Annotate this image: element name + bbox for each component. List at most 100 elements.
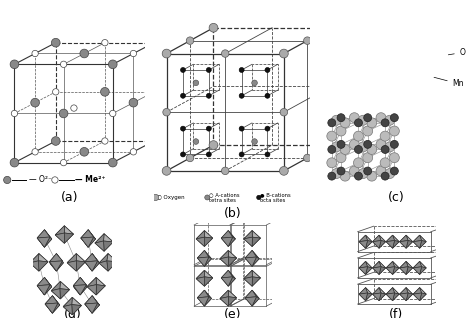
Polygon shape xyxy=(404,287,413,295)
Polygon shape xyxy=(419,287,426,294)
Circle shape xyxy=(193,139,199,144)
Polygon shape xyxy=(392,267,399,274)
Polygon shape xyxy=(50,263,63,271)
Polygon shape xyxy=(413,235,419,243)
Polygon shape xyxy=(392,287,399,294)
Polygon shape xyxy=(228,270,236,279)
Polygon shape xyxy=(221,278,228,286)
Polygon shape xyxy=(379,293,386,301)
Circle shape xyxy=(80,148,89,156)
Circle shape xyxy=(193,80,199,86)
Polygon shape xyxy=(413,240,421,248)
Circle shape xyxy=(31,98,39,107)
Circle shape xyxy=(51,137,60,145)
Circle shape xyxy=(331,169,341,178)
Text: — Me²⁺: — Me²⁺ xyxy=(75,176,106,184)
Polygon shape xyxy=(400,287,406,295)
Polygon shape xyxy=(404,294,413,301)
Polygon shape xyxy=(379,261,386,268)
Polygon shape xyxy=(30,261,39,271)
Polygon shape xyxy=(359,242,365,248)
Polygon shape xyxy=(377,294,386,301)
Polygon shape xyxy=(87,263,100,271)
Polygon shape xyxy=(55,226,64,236)
Circle shape xyxy=(239,93,244,98)
Polygon shape xyxy=(359,287,365,295)
Polygon shape xyxy=(228,231,236,239)
Polygon shape xyxy=(87,287,96,295)
Polygon shape xyxy=(406,267,413,274)
Polygon shape xyxy=(400,235,408,242)
Circle shape xyxy=(303,37,311,45)
Circle shape xyxy=(256,195,261,200)
Polygon shape xyxy=(204,237,213,246)
Polygon shape xyxy=(37,237,50,247)
Polygon shape xyxy=(359,261,367,268)
Polygon shape xyxy=(74,287,87,295)
Circle shape xyxy=(150,38,158,47)
Polygon shape xyxy=(200,299,211,306)
Polygon shape xyxy=(60,289,70,299)
Circle shape xyxy=(337,167,345,175)
Polygon shape xyxy=(392,240,399,248)
Polygon shape xyxy=(418,235,426,243)
Polygon shape xyxy=(104,234,113,244)
Polygon shape xyxy=(204,257,211,266)
Polygon shape xyxy=(37,230,45,240)
Polygon shape xyxy=(252,270,260,280)
Polygon shape xyxy=(359,294,365,301)
Circle shape xyxy=(60,159,67,166)
Circle shape xyxy=(10,158,19,167)
Polygon shape xyxy=(413,268,419,274)
Polygon shape xyxy=(386,235,394,242)
Polygon shape xyxy=(400,240,408,248)
Polygon shape xyxy=(204,270,213,278)
Polygon shape xyxy=(245,298,252,306)
Polygon shape xyxy=(60,281,70,292)
Polygon shape xyxy=(244,277,252,286)
Polygon shape xyxy=(108,262,117,271)
Circle shape xyxy=(354,158,364,168)
Polygon shape xyxy=(45,277,52,287)
Polygon shape xyxy=(83,230,95,240)
Circle shape xyxy=(376,139,386,149)
Polygon shape xyxy=(204,251,211,259)
Circle shape xyxy=(209,141,218,149)
Polygon shape xyxy=(400,294,406,301)
Polygon shape xyxy=(92,254,100,263)
Polygon shape xyxy=(37,285,50,295)
Polygon shape xyxy=(245,290,256,298)
Polygon shape xyxy=(55,233,64,243)
Polygon shape xyxy=(39,239,52,247)
Polygon shape xyxy=(244,270,252,280)
Circle shape xyxy=(32,50,38,57)
Circle shape xyxy=(385,142,395,152)
Circle shape xyxy=(327,23,335,32)
Polygon shape xyxy=(204,238,213,246)
Polygon shape xyxy=(359,235,367,242)
Polygon shape xyxy=(359,240,367,248)
Polygon shape xyxy=(377,242,386,248)
Polygon shape xyxy=(406,293,413,301)
Circle shape xyxy=(163,108,170,116)
Polygon shape xyxy=(53,296,60,305)
Circle shape xyxy=(130,50,137,57)
Polygon shape xyxy=(55,226,64,235)
Circle shape xyxy=(303,154,311,162)
Polygon shape xyxy=(377,268,386,274)
Circle shape xyxy=(205,195,210,200)
Circle shape xyxy=(60,61,67,67)
Circle shape xyxy=(349,113,359,123)
Polygon shape xyxy=(377,287,386,295)
Circle shape xyxy=(389,126,399,136)
Text: O: O xyxy=(448,48,465,57)
Polygon shape xyxy=(221,237,233,246)
Circle shape xyxy=(280,108,288,116)
Polygon shape xyxy=(220,251,228,260)
Polygon shape xyxy=(220,290,228,300)
Polygon shape xyxy=(252,270,260,278)
Polygon shape xyxy=(96,277,105,286)
Polygon shape xyxy=(252,238,260,246)
Polygon shape xyxy=(85,261,98,271)
Polygon shape xyxy=(364,261,372,269)
